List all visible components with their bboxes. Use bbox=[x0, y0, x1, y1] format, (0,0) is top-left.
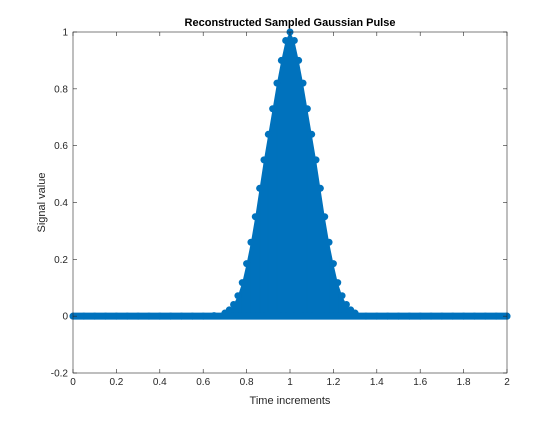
sample-marker bbox=[416, 312, 424, 320]
chart-title: Reconstructed Sampled Gaussian Pulse bbox=[185, 17, 396, 29]
sample-marker bbox=[102, 312, 110, 320]
x-tick-label: 2 bbox=[504, 377, 510, 388]
sample-marker bbox=[325, 238, 333, 246]
sample-marker bbox=[299, 79, 307, 87]
sample-marker bbox=[234, 292, 242, 300]
sample-marker bbox=[123, 312, 131, 320]
x-axis: 0 0.2 0.4 0.6 0.8 1 1.2 1.4 1.6 1.8 2 bbox=[70, 32, 510, 388]
sample-marker bbox=[134, 312, 142, 320]
y-tick-label: 0.4 bbox=[54, 198, 68, 209]
sample-marker bbox=[91, 312, 99, 320]
x-tick-label: 0.6 bbox=[196, 377, 210, 388]
sample-marker bbox=[460, 312, 468, 320]
x-tick-label: 1 bbox=[287, 377, 293, 388]
x-tick-label: 1.8 bbox=[457, 377, 471, 388]
sample-marker bbox=[260, 156, 268, 164]
sample-marker bbox=[178, 312, 185, 320]
sample-marker bbox=[334, 279, 342, 287]
y-axis: -0.2 0 0.2 0.4 0.6 0.8 1 bbox=[51, 28, 507, 380]
y-tick-label: 0.8 bbox=[54, 84, 68, 95]
x-tick-label: 1.4 bbox=[370, 377, 384, 388]
sample-marker bbox=[395, 312, 402, 320]
sample-marker bbox=[405, 312, 413, 320]
sample-marker bbox=[188, 312, 196, 320]
sample-marker bbox=[199, 312, 207, 320]
sample-marker bbox=[145, 312, 153, 320]
sample-marker bbox=[427, 312, 435, 320]
sample-marker bbox=[312, 156, 320, 164]
stem-layer bbox=[73, 32, 507, 317]
sample-marker bbox=[373, 312, 381, 320]
sample-marker bbox=[342, 301, 350, 309]
sample-marker bbox=[282, 37, 290, 45]
sample-marker bbox=[449, 312, 457, 320]
sample-marker bbox=[308, 130, 316, 138]
sample-marker bbox=[225, 306, 233, 314]
sample-marker bbox=[329, 260, 337, 268]
sample-marker bbox=[80, 312, 88, 320]
sample-marker bbox=[256, 184, 264, 192]
sample-marker bbox=[470, 312, 478, 320]
marker-layer bbox=[69, 28, 511, 320]
sample-marker bbox=[290, 37, 298, 45]
sample-marker bbox=[238, 279, 246, 287]
y-tick-label: 0 bbox=[62, 312, 68, 323]
sample-marker bbox=[362, 312, 370, 320]
x-axis-label: Time increments bbox=[250, 395, 331, 407]
sample-marker bbox=[351, 309, 359, 317]
x-tick-label: 0.8 bbox=[240, 377, 254, 388]
sample-marker bbox=[247, 238, 255, 246]
y-axis-label: Signal value bbox=[36, 173, 48, 233]
sample-marker bbox=[243, 260, 251, 268]
sample-marker bbox=[264, 130, 272, 138]
sample-marker bbox=[321, 213, 329, 221]
x-tick-label: 1.2 bbox=[326, 377, 340, 388]
sample-marker bbox=[438, 312, 446, 320]
sample-marker bbox=[303, 105, 311, 113]
sample-marker bbox=[481, 312, 489, 320]
x-tick-label: 0.4 bbox=[153, 377, 167, 388]
x-tick-label: 1.6 bbox=[413, 377, 427, 388]
sample-marker bbox=[210, 312, 218, 320]
y-tick-label: 0.2 bbox=[54, 255, 68, 266]
sample-marker bbox=[167, 312, 175, 320]
sample-marker bbox=[112, 312, 120, 320]
y-tick-label: -0.2 bbox=[51, 369, 69, 380]
sample-marker bbox=[492, 312, 500, 320]
sample-marker bbox=[273, 79, 281, 87]
y-tick-label: 0.6 bbox=[54, 141, 68, 152]
sample-marker bbox=[316, 184, 324, 192]
sample-marker bbox=[251, 213, 259, 221]
sample-marker bbox=[230, 301, 238, 309]
sample-marker bbox=[384, 312, 392, 320]
sample-marker bbox=[269, 105, 277, 113]
sample-marker bbox=[156, 312, 164, 320]
sample-marker bbox=[338, 292, 346, 300]
sample-marker bbox=[277, 56, 285, 64]
x-tick-label: 0 bbox=[70, 377, 76, 388]
x-tick-label: 0.2 bbox=[109, 377, 123, 388]
y-tick-label: 1 bbox=[62, 28, 68, 39]
sample-marker bbox=[295, 56, 303, 64]
